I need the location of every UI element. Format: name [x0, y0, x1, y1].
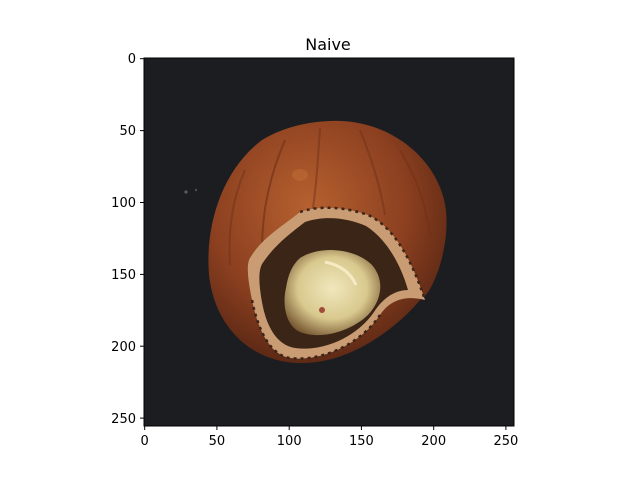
hazelnut-image — [144, 58, 514, 426]
x-tick-label: 250 — [493, 434, 518, 449]
x-tick-label: 50 — [209, 434, 226, 449]
y-tick-label: 100 — [111, 196, 136, 211]
x-tick-label: 200 — [421, 434, 446, 449]
y-tick-label: 250 — [111, 412, 136, 427]
y-tick-label: 150 — [111, 268, 136, 283]
x-tick-label: 100 — [277, 434, 302, 449]
x-tick-label: 0 — [141, 434, 149, 449]
x-axis: 0 50 100 150 200 250 — [141, 426, 518, 449]
hazelnut-kernel — [284, 249, 381, 336]
plot-title: Naive — [305, 35, 351, 54]
y-axis: 0 50 100 150 200 250 — [111, 52, 144, 427]
y-tick-label: 50 — [119, 124, 136, 139]
axes-frame — [143, 57, 515, 427]
y-tick-label: 200 — [111, 340, 136, 355]
x-tick-label: 150 — [349, 434, 374, 449]
y-tick-label: 0 — [128, 52, 136, 67]
